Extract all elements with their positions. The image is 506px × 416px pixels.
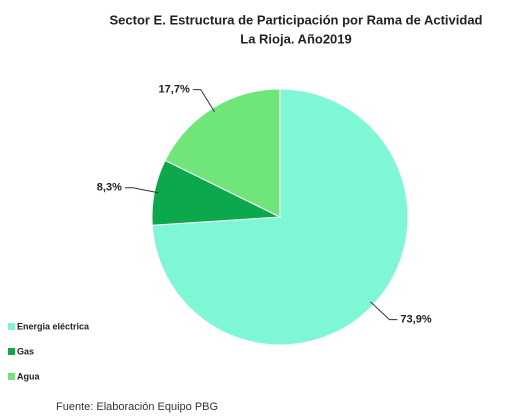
legend-swatch bbox=[8, 348, 15, 355]
data-label: 8,3% bbox=[97, 182, 122, 194]
leader-line bbox=[192, 89, 215, 112]
chart-title: Sector E. Estructura de Participación po… bbox=[109, 12, 482, 27]
legend-swatch bbox=[8, 373, 15, 380]
source-note: Fuente: Elaboración Equipo PBG bbox=[56, 401, 218, 413]
legend-label: Energia eléctrica bbox=[17, 321, 90, 331]
chart-title: La Rioja. Año2019 bbox=[240, 31, 352, 46]
leader-line bbox=[370, 301, 398, 321]
legend-label: Gas bbox=[17, 346, 34, 356]
data-label: 17,7% bbox=[159, 84, 190, 96]
leader-line bbox=[124, 187, 159, 194]
legend-label: Agua bbox=[17, 371, 40, 381]
legend-swatch bbox=[8, 323, 15, 330]
data-label: 73,9% bbox=[400, 313, 431, 325]
